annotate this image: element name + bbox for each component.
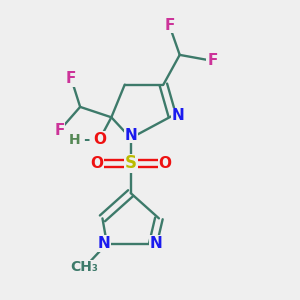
Text: N: N (124, 128, 137, 142)
Text: S: S (125, 154, 137, 172)
Text: N: N (172, 108, 184, 123)
Text: F: F (164, 18, 175, 33)
Text: O: O (90, 156, 103, 171)
Text: N: N (150, 236, 162, 251)
Text: CH₃: CH₃ (71, 260, 98, 274)
Text: F: F (66, 71, 76, 86)
Text: O: O (93, 132, 106, 147)
Text: O: O (158, 156, 171, 171)
Text: H: H (68, 133, 80, 147)
Text: F: F (207, 53, 218, 68)
Text: F: F (54, 123, 64, 138)
Text: N: N (98, 236, 110, 251)
Text: -: - (83, 132, 89, 147)
